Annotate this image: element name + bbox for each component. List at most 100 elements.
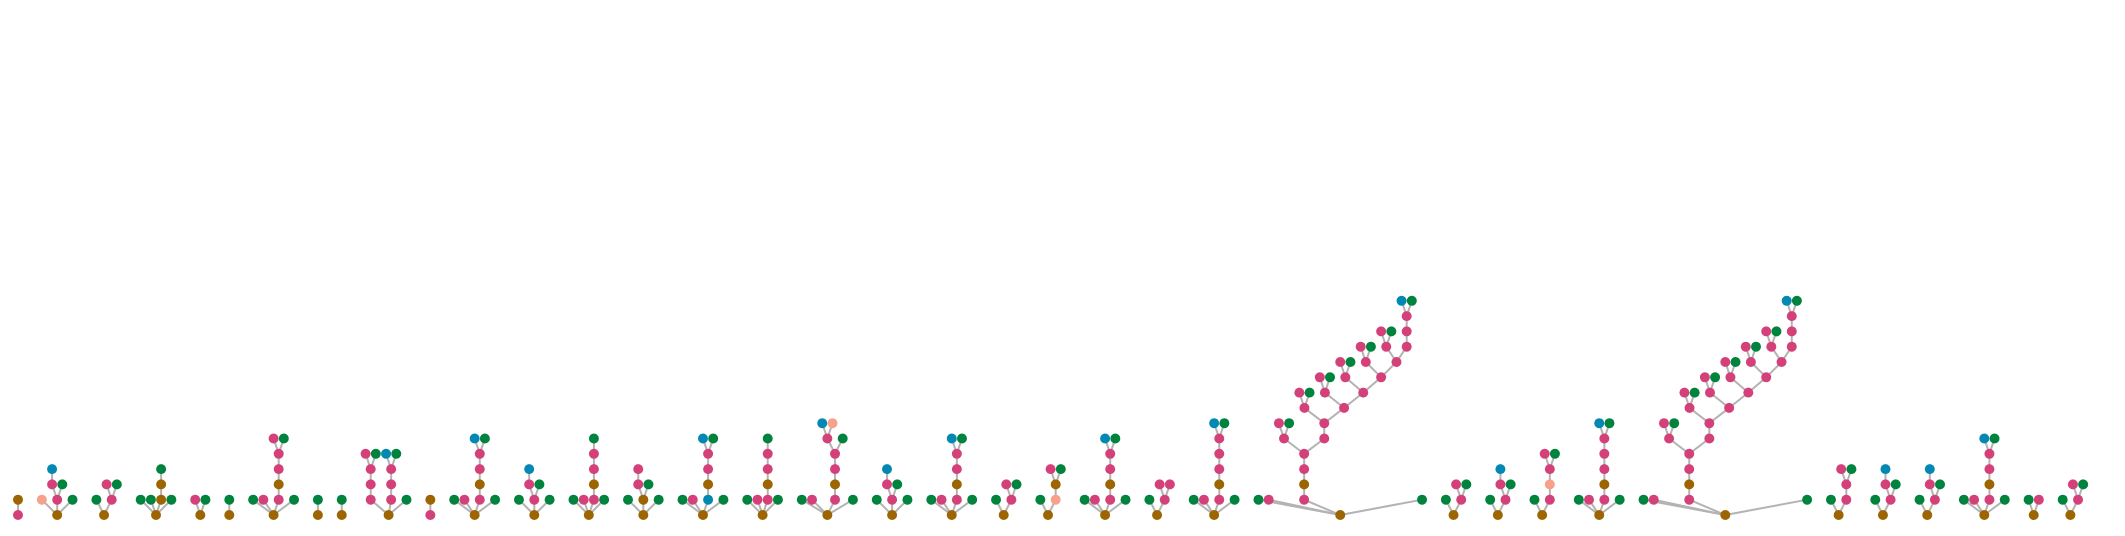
- brown-node: [757, 510, 768, 520]
- pink-node: [881, 479, 892, 490]
- pink-node: [1360, 357, 1371, 367]
- salmon-node: [1544, 479, 1555, 490]
- green-node: [1890, 479, 1901, 490]
- pink-node: [1648, 494, 1659, 505]
- green-node: [289, 494, 300, 505]
- pink-node: [1786, 311, 1797, 322]
- pink-node: [1544, 464, 1555, 475]
- green-node: [2057, 494, 2068, 505]
- brown-node: [52, 510, 63, 520]
- green-node: [391, 448, 402, 459]
- glycan-tree-t20: [926, 433, 978, 520]
- pink-node: [951, 464, 962, 475]
- brown-node: [1335, 510, 1346, 520]
- pink-node: [1984, 494, 1995, 505]
- brown-node: [638, 494, 649, 505]
- pink-node: [106, 494, 117, 505]
- green-node: [1120, 494, 1131, 505]
- brown-node: [1043, 510, 1054, 520]
- brown-node: [1877, 510, 1888, 520]
- pink-node: [1214, 433, 1225, 444]
- blue-node: [524, 464, 535, 475]
- green-node: [1549, 448, 1560, 459]
- glycan-tree-t22: [1035, 464, 1066, 520]
- green-node: [1188, 494, 1199, 505]
- salmon-node: [827, 418, 838, 429]
- brown-node: [1492, 510, 1503, 520]
- brown-node: [268, 510, 279, 520]
- pink-node: [588, 494, 599, 505]
- pink-node: [386, 494, 397, 505]
- blue-node: [1594, 418, 1605, 429]
- green-node: [1144, 494, 1155, 505]
- green-node: [1219, 418, 1230, 429]
- brown-node: [2028, 510, 2039, 520]
- pink-node: [273, 464, 284, 475]
- brown-node: [224, 510, 235, 520]
- brown-node: [1448, 510, 1459, 520]
- brown-node: [13, 494, 23, 505]
- pink-node: [588, 448, 599, 459]
- pink-node: [1761, 326, 1772, 337]
- green-node: [1846, 464, 1857, 475]
- pink-node: [524, 479, 535, 490]
- pink-node: [1401, 311, 1412, 322]
- brown-node: [1833, 510, 1844, 520]
- green-node: [1791, 295, 1802, 306]
- brown-node: [638, 510, 649, 520]
- pink-node: [474, 494, 485, 505]
- green-node: [479, 433, 490, 444]
- pink-node: [1299, 494, 1310, 505]
- brown-node: [383, 510, 394, 520]
- pink-node: [1776, 357, 1787, 367]
- pink-node: [1314, 372, 1325, 383]
- green-node: [1604, 418, 1615, 429]
- green-node: [1573, 494, 1584, 505]
- pink-node: [1299, 448, 1310, 459]
- pink-node: [1761, 372, 1772, 383]
- brown-node: [703, 479, 714, 490]
- green-node: [1750, 341, 1761, 352]
- pink-node: [1105, 464, 1116, 475]
- glycan-tree-t32: [1825, 464, 1857, 520]
- tree-edge: [1688, 498, 1726, 516]
- green-node: [534, 479, 545, 490]
- pink-node: [830, 448, 841, 459]
- pink-node: [360, 448, 371, 459]
- glycan-tree-t17: [742, 433, 783, 520]
- brown-node: [1594, 510, 1605, 520]
- blue-node: [1209, 418, 1220, 429]
- green-node: [1802, 494, 1813, 505]
- green-node: [544, 494, 555, 505]
- glycan-tree-t6: [224, 494, 235, 520]
- tree-edge: [1725, 498, 1808, 516]
- blue-node: [1495, 464, 1506, 475]
- green-node: [370, 448, 381, 459]
- green-node: [224, 494, 235, 505]
- brown-node: [273, 479, 284, 490]
- pink-node: [1929, 494, 1940, 505]
- pink-node: [588, 464, 599, 475]
- green-node: [1989, 433, 2000, 444]
- green-node: [57, 479, 68, 490]
- pink-node: [1725, 372, 1736, 383]
- pink-node: [1045, 464, 1056, 475]
- pink-node: [459, 494, 470, 505]
- green-node: [847, 494, 858, 505]
- brown-node: [156, 479, 167, 490]
- pink-node: [1704, 418, 1715, 429]
- pink-node: [2073, 494, 2084, 505]
- green-node: [401, 494, 412, 505]
- brown-node: [1100, 510, 1111, 520]
- green-node: [623, 494, 634, 505]
- pink-node: [936, 494, 947, 505]
- green-node: [718, 494, 729, 505]
- green-node: [1710, 372, 1721, 383]
- glycan-tree-t26: [1253, 295, 1428, 520]
- tree-edge: [1653, 498, 1726, 516]
- brown-node: [588, 479, 599, 490]
- green-node: [902, 494, 913, 505]
- glycan-tree-t8: [312, 494, 323, 520]
- pink-node: [1105, 448, 1116, 459]
- tree-edge: [1340, 498, 1423, 516]
